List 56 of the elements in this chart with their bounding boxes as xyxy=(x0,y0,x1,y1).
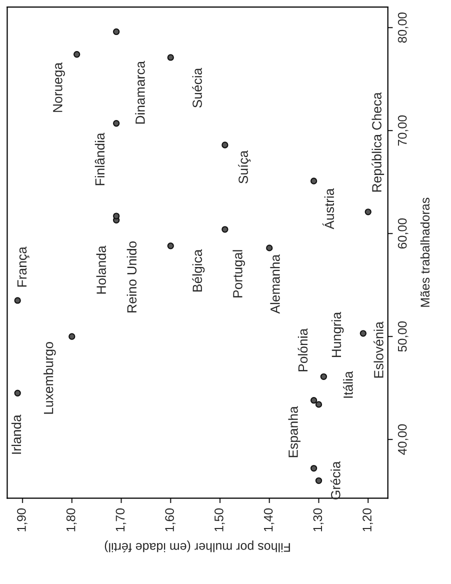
point xyxy=(364,208,372,216)
annotation: Holanda xyxy=(96,246,106,294)
point xyxy=(14,390,21,396)
annotation: Hungria xyxy=(331,312,344,358)
point xyxy=(222,226,228,233)
annotation: Reino Unido xyxy=(126,241,137,312)
y-tick-label: 50,00 xyxy=(398,321,408,352)
annotation: França xyxy=(17,246,30,287)
annotation: Espanha xyxy=(288,406,301,458)
point xyxy=(315,401,322,408)
point xyxy=(310,178,318,184)
y-tick-label: 60,00 xyxy=(398,218,408,249)
x-axis-title: Filhos por mulher (em idade fértil) xyxy=(104,540,290,552)
point xyxy=(320,373,328,380)
point xyxy=(167,54,174,61)
annotation: Portugal xyxy=(232,250,245,298)
y-tick-label: 40,00 xyxy=(398,424,408,455)
point xyxy=(112,28,120,36)
point xyxy=(14,297,21,304)
annotation: Itália xyxy=(342,371,353,398)
x-tick-label: 1,30 xyxy=(313,508,324,532)
annotation: Irlanda xyxy=(11,414,22,454)
y-tick-label: 80,00 xyxy=(398,12,408,43)
x-tick-label: 1,70 xyxy=(116,508,126,532)
x-tick-label: 1,40 xyxy=(264,508,274,532)
annotation: Finlândia xyxy=(94,132,105,186)
annotation: Suíça xyxy=(238,150,251,184)
y-axis-title: Mães trabalhadoras xyxy=(420,198,430,307)
x-tick-label: 1,50 xyxy=(214,508,225,532)
annotation: República Checa xyxy=(372,92,384,192)
point xyxy=(68,333,76,340)
y-tick-label: 70,00 xyxy=(398,115,408,146)
annotation: Dinamarca xyxy=(135,60,145,124)
annotation: Suécia xyxy=(192,68,202,108)
annotation: Noruega xyxy=(53,62,65,112)
x-tick-label: 1,60 xyxy=(165,508,176,532)
point xyxy=(310,397,318,404)
x-tick-label: 1,20 xyxy=(362,508,373,532)
annotation: Luxemburgo xyxy=(44,342,56,414)
point xyxy=(315,477,322,484)
point xyxy=(222,142,228,148)
point xyxy=(310,464,318,472)
annotation: Áustria xyxy=(322,188,334,230)
x-tick-label: 1,90 xyxy=(17,508,28,532)
point xyxy=(73,51,80,58)
annotation: Bélgica xyxy=(192,249,205,292)
point xyxy=(360,330,367,337)
annotation: Grécia xyxy=(330,461,340,500)
x-tick-label: 1,80 xyxy=(66,508,77,532)
point xyxy=(266,244,273,252)
annotation: Polónia xyxy=(298,328,308,372)
annotation: Alemanha xyxy=(270,254,280,314)
point xyxy=(112,120,120,127)
point xyxy=(167,242,174,250)
annotation: Eslovénia xyxy=(374,321,384,378)
point xyxy=(112,212,120,220)
